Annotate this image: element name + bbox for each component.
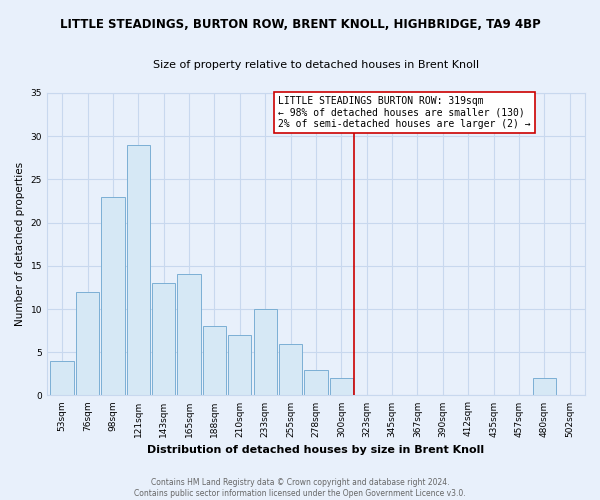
Y-axis label: Number of detached properties: Number of detached properties: [15, 162, 25, 326]
Bar: [203, 326, 226, 396]
X-axis label: Distribution of detached houses by size in Brent Knoll: Distribution of detached houses by size …: [148, 445, 485, 455]
Text: LITTLE STEADINGS, BURTON ROW, BRENT KNOLL, HIGHBRIDGE, TA9 4BP: LITTLE STEADINGS, BURTON ROW, BRENT KNOL…: [59, 18, 541, 30]
Bar: [228, 335, 251, 396]
Bar: [152, 283, 175, 396]
Bar: [178, 274, 201, 396]
Bar: [127, 145, 150, 396]
Bar: [101, 196, 125, 396]
Bar: [533, 378, 556, 396]
Text: Contains HM Land Registry data © Crown copyright and database right 2024.
Contai: Contains HM Land Registry data © Crown c…: [134, 478, 466, 498]
Bar: [304, 370, 328, 396]
Title: Size of property relative to detached houses in Brent Knoll: Size of property relative to detached ho…: [153, 60, 479, 70]
Bar: [50, 361, 74, 396]
Bar: [279, 344, 302, 396]
Bar: [76, 292, 99, 396]
Text: LITTLE STEADINGS BURTON ROW: 319sqm
← 98% of detached houses are smaller (130)
2: LITTLE STEADINGS BURTON ROW: 319sqm ← 98…: [278, 96, 531, 129]
Bar: [254, 309, 277, 396]
Bar: [329, 378, 353, 396]
